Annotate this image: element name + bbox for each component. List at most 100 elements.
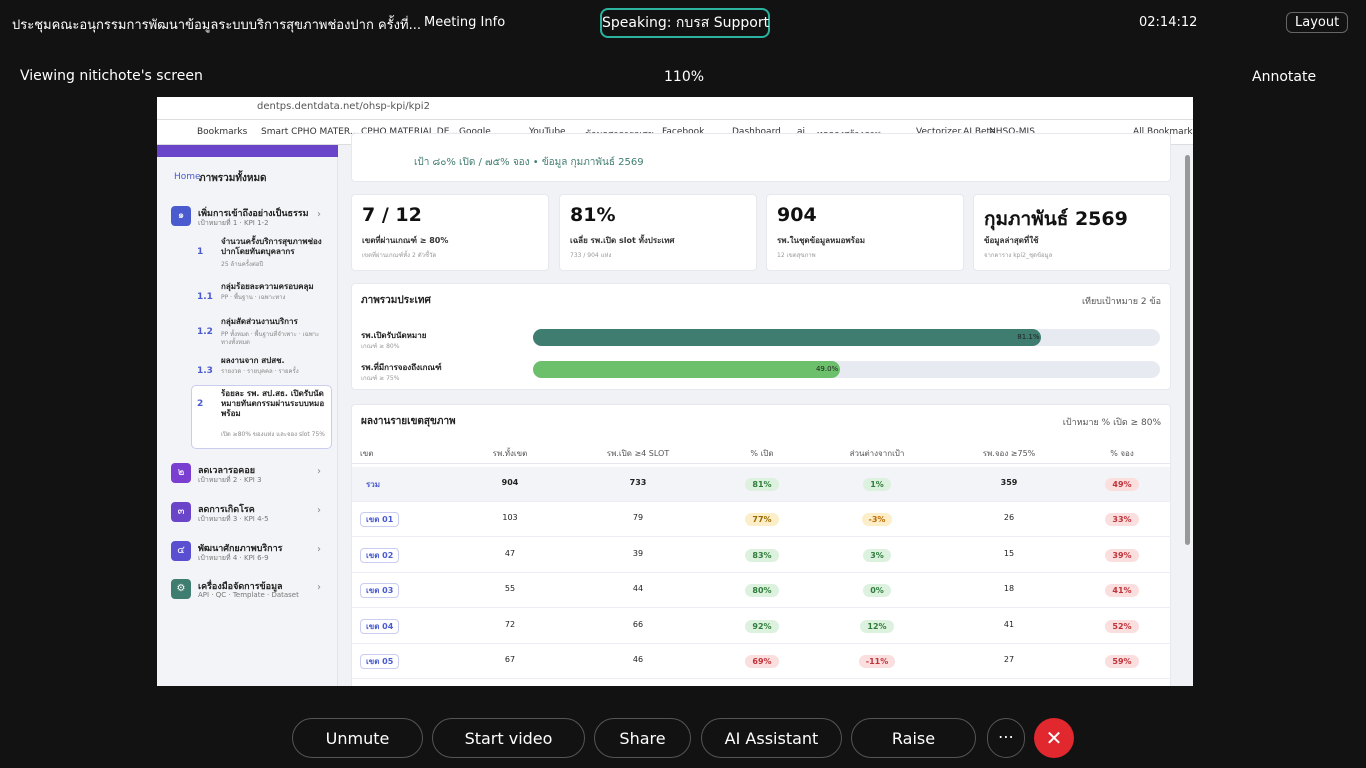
header-rule	[351, 463, 1171, 464]
table-header: ส่วนต่างจากเป้า	[817, 447, 937, 460]
sub-sub: เปิด ≥80% ของแห่ง และจอง slot 75%	[221, 431, 325, 439]
cell-text: 39%	[1105, 549, 1138, 562]
clock: 02:14:12	[1139, 15, 1197, 30]
table-cell: 92%	[712, 620, 812, 633]
table-cell: 72	[460, 620, 560, 629]
sub-sub: รายงวด · รายบุคคล · รายครั้ง	[221, 368, 325, 376]
toolbar-button[interactable]: Start video	[432, 718, 585, 758]
kpi-note: เขตที่ผ่านเกณฑ์ทั้ง 2 ตัวชี้วัด	[362, 250, 436, 260]
toolbar-button[interactable]: AI Assistant	[701, 718, 842, 758]
kpi-note: จากตาราง kpi2_ชุดข้อมูล	[984, 250, 1052, 260]
table-cell: 41	[959, 620, 1059, 629]
table-cell: รวม	[360, 478, 380, 491]
table-cell: เขต 02	[360, 549, 399, 562]
table-cell: 39	[588, 549, 688, 558]
group-sub: API · QC · Template · Dataset	[198, 591, 299, 599]
breadcrumb-home[interactable]: Home	[174, 172, 201, 182]
table-cell: 18	[959, 584, 1059, 593]
sub-sub: PP ทั้งหมด · พื้นฐานที่จำเพาะ · เฉพาะทาง…	[221, 331, 325, 347]
group-icon: ๑	[171, 206, 191, 226]
bar-sub: เกณฑ์ ≥ 80%	[361, 341, 399, 351]
table-cell: 66	[588, 620, 688, 629]
cell-text: 15	[1004, 549, 1014, 558]
toolbar-button[interactable]: Unmute	[292, 718, 423, 758]
table-cell: 904	[460, 478, 560, 487]
table-cell: 3%	[827, 549, 927, 562]
table-cell: 69%	[712, 655, 812, 668]
table-cell: 55	[460, 584, 560, 593]
group-icon: ๔	[171, 541, 191, 561]
sub-title[interactable]: กลุ่มสัดส่วนงานบริการ	[221, 317, 325, 327]
bar-value-label: 49.0%	[810, 365, 838, 373]
table-title: ผลงานรายเขตสุขภาพ	[361, 414, 456, 429]
breadcrumb-current: ภาพรวมทั้งหมด	[199, 171, 267, 186]
sub-title[interactable]: จำนวนครั้งบริการสุขภาพช่องปากโดยทันตบุคล…	[221, 237, 325, 257]
overview-title: ภาพรวมประเทศ	[361, 293, 431, 308]
cell-text: 67	[505, 655, 515, 664]
cell-text: 3%	[863, 549, 891, 562]
cell-text: เขต 05	[360, 654, 399, 669]
cell-text: 44	[633, 584, 643, 593]
sub-title[interactable]: ผลงานจาก สปสช.	[221, 356, 325, 366]
sub-num: 1.2	[197, 327, 213, 337]
cell-text: 59%	[1105, 655, 1138, 668]
cell-text: 18	[1004, 584, 1014, 593]
cell-text: -3%	[862, 513, 893, 526]
table-cell: เขต 05	[360, 655, 399, 668]
table-cell: 41%	[1072, 584, 1172, 597]
cell-text: 81%	[745, 478, 778, 491]
cell-text: 79	[633, 513, 643, 522]
table-cell: 33%	[1072, 513, 1172, 526]
chevron: ›	[317, 582, 321, 593]
table-cell: 47	[460, 549, 560, 558]
row-rule	[351, 643, 1171, 644]
more-button[interactable]: ⋯	[987, 718, 1025, 758]
kpi-note: 12 เขตสุขภาพ	[777, 250, 816, 260]
cell-text: 49%	[1105, 478, 1138, 491]
kpi-value: 904	[777, 204, 817, 226]
kpi-label: เฉลี่ย รพ.เปิด slot ทั้งประเทศ	[570, 234, 675, 247]
chevron: ›	[317, 466, 321, 477]
cell-text: 66	[633, 620, 643, 629]
scrollbar	[1185, 155, 1190, 545]
cell-text: 733	[630, 478, 647, 487]
toolbar-button[interactable]: Share	[594, 718, 691, 758]
cell-text: 103	[502, 513, 517, 522]
end-button[interactable]: ✕	[1034, 718, 1074, 758]
bookmark[interactable]: Smart CPHO MATER...	[261, 127, 358, 137]
chevron: ›	[317, 209, 321, 220]
button-label: AI Assistant	[725, 729, 819, 748]
sub-sub: PP · พื้นฐาน · เฉพาะทาง	[221, 294, 325, 302]
bar-sub: เกณฑ์ ≥ 75%	[361, 373, 399, 383]
cell-text: 27	[1004, 655, 1014, 664]
toolbar-button[interactable]: Raise	[851, 718, 976, 758]
cell-text: 80%	[745, 584, 778, 597]
table-header: รพ.จอง ≥75%	[949, 447, 1069, 460]
row-rule	[351, 572, 1171, 573]
table-cell: 26	[959, 513, 1059, 522]
table-cell: 12%	[827, 620, 927, 633]
group-sub: เป้าหมายที่ 1 · KPI 1-2	[198, 218, 269, 229]
bookmark[interactable]: Bookmarks	[197, 127, 247, 137]
annotate-button[interactable]: Annotate	[1252, 69, 1316, 85]
kpi-note: 733 / 904 แห่ง	[570, 250, 611, 260]
cell-text: 77%	[745, 513, 778, 526]
sub-title[interactable]: ร้อยละ รพ. สป.สธ. เปิดรับนัดหมายทันตกรรม…	[221, 389, 325, 419]
kpi-value: 81%	[570, 204, 615, 226]
sub-title[interactable]: กลุ่มร้อยละความครอบคลุม	[221, 282, 325, 292]
url[interactable]: dentps.dentdata.net/ohsp-kpi/kpi2	[257, 101, 430, 112]
cell-text: เขต 04	[360, 619, 399, 634]
layout-button[interactable]: Layout	[1286, 12, 1348, 33]
chevron: ›	[317, 505, 321, 516]
cell-text: เขต 02	[360, 548, 399, 563]
cell-text: 26	[1004, 513, 1014, 522]
table-cell: เขต 01	[360, 513, 399, 526]
cell-text: 41%	[1105, 584, 1138, 597]
cell-text: 0%	[863, 584, 891, 597]
table-cell: 44	[588, 584, 688, 593]
kpi-label: ข้อมูลล่าสุดที่ใช้	[984, 234, 1039, 247]
group-sub: เป้าหมายที่ 3 · KPI 4-5	[198, 514, 269, 525]
group-icon: ๓	[171, 502, 191, 522]
row-rule	[351, 536, 1171, 537]
meeting-info[interactable]: Meeting Info	[424, 15, 505, 30]
